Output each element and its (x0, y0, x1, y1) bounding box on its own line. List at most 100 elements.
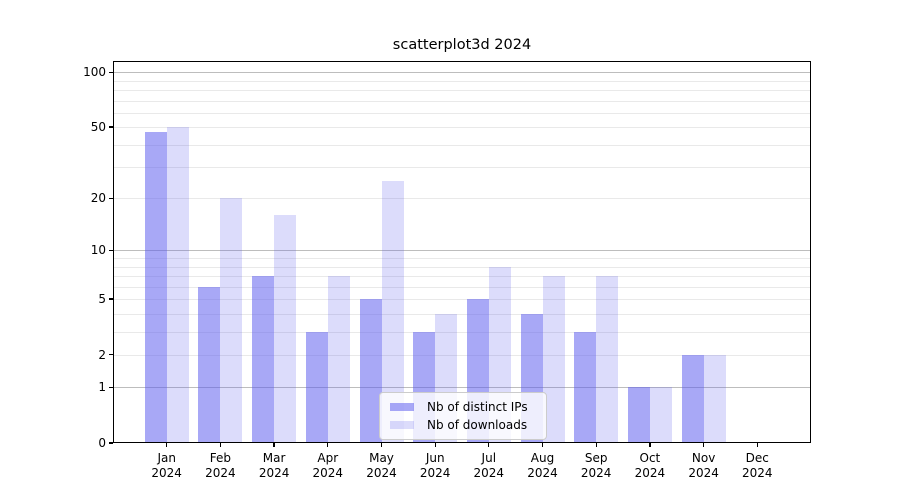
y-tick-label: 1 (98, 380, 106, 395)
x-tick-label: May 2024 (352, 451, 412, 481)
x-tick-label: Aug 2024 (513, 451, 573, 481)
y-tick-label: 10 (90, 243, 106, 258)
bar-distinct-ips (252, 275, 275, 443)
x-tick-month: Sep (584, 451, 608, 465)
x-tick-mark (541, 443, 544, 447)
x-tick-year: 2024 (258, 466, 290, 480)
y-tick-label: 0 (98, 436, 106, 450)
minor-gridline (113, 127, 811, 129)
x-tick-label: Dec 2024 (727, 451, 787, 481)
x-tick-year: 2024 (366, 466, 397, 480)
bar-distinct-ips (627, 387, 650, 443)
bar-downloads (542, 275, 565, 443)
y-tick-mark (109, 197, 113, 200)
minor-gridline (113, 331, 811, 333)
x-tick-label: Apr 2024 (298, 451, 358, 481)
y-tick-label: 5 (98, 292, 106, 307)
y-tick-label: 100 (83, 65, 106, 80)
x-tick-mark (327, 443, 329, 447)
minor-gridline (113, 167, 811, 169)
minor-gridline (113, 144, 811, 146)
bar-downloads (381, 181, 404, 443)
x-tick-label: Sep 2024 (566, 451, 626, 481)
x-tick-month: Jun (425, 451, 445, 465)
x-tick-label: Jan 2024 (137, 451, 197, 481)
major-gridline (113, 72, 811, 74)
minor-gridline (113, 313, 811, 315)
minor-gridline (113, 90, 811, 91)
x-tick-year: 2024 (312, 466, 344, 480)
minor-gridline (113, 354, 811, 356)
y-tick-label: 2 (98, 347, 106, 362)
minor-gridline (113, 286, 811, 288)
bar-downloads (703, 354, 726, 443)
x-tick-mark (488, 443, 490, 447)
major-gridline (113, 250, 811, 252)
y-tick-label: 50 (90, 120, 106, 135)
minor-gridline (113, 299, 811, 301)
x-tick-mark (219, 443, 222, 447)
legend-label: Nb of distinct IPs (427, 399, 528, 414)
legend-swatch (390, 421, 414, 430)
x-tick-month: Apr (317, 451, 339, 465)
x-tick-mark (702, 443, 705, 447)
x-tick-month: Nov (691, 451, 716, 465)
minor-gridline (113, 100, 811, 102)
bar-distinct-ips (144, 132, 167, 443)
x-tick-year: 2024 (580, 466, 612, 480)
major-gridline (113, 387, 811, 389)
x-tick-month: Jan (157, 451, 176, 465)
x-tick-year: 2024 (151, 466, 182, 480)
x-tick-month: Oct (639, 451, 661, 465)
legend-label: Nb of downloads (427, 418, 528, 433)
y-tick-mark (109, 442, 113, 444)
y-tick-mark (109, 386, 113, 388)
bar-distinct-ips (359, 299, 382, 443)
bar-downloads (649, 387, 672, 443)
x-tick-year: 2024 (688, 466, 719, 480)
x-tick-year: 2024 (205, 466, 236, 480)
y-tick-mark (109, 298, 113, 300)
bar-downloads (327, 275, 350, 443)
x-tick-mark (595, 443, 597, 447)
minor-gridline (113, 266, 811, 268)
x-tick-label: Mar 2024 (244, 451, 304, 481)
x-tick-year: 2024 (473, 466, 505, 480)
legend: Nb of distinct IPs Nb of downloads (379, 392, 547, 440)
y-tick-mark (109, 249, 113, 252)
x-tick-month: Aug (530, 451, 555, 465)
bar-distinct-ips (198, 286, 221, 443)
y-tick-mark (109, 71, 113, 73)
y-tick-mark (109, 354, 113, 356)
y-tick-mark (109, 126, 113, 128)
x-tick-month: Feb (209, 451, 232, 465)
bar-distinct-ips (681, 354, 704, 443)
x-tick-mark (380, 443, 383, 447)
legend-item: Nb of downloads (388, 418, 538, 432)
bar-downloads (220, 198, 243, 443)
minor-gridline (113, 112, 811, 114)
minor-gridline (113, 198, 811, 200)
x-tick-mark (649, 443, 651, 447)
x-tick-label: Jun 2024 (405, 451, 465, 481)
minor-gridline (113, 80, 811, 82)
x-tick-year: 2024 (634, 466, 666, 480)
x-tick-month: Mar (262, 451, 286, 465)
bar-distinct-ips (305, 331, 328, 443)
legend-item: Nb of distinct IPs (388, 400, 538, 414)
bar-distinct-ips (574, 331, 597, 443)
x-tick-mark (434, 443, 436, 447)
x-tick-label: Nov 2024 (674, 451, 734, 481)
x-tick-month: Jul (481, 451, 497, 465)
x-tick-year: 2024 (742, 466, 773, 480)
x-tick-year: 2024 (527, 466, 558, 480)
x-tick-mark (166, 443, 168, 447)
bar-downloads (596, 275, 619, 443)
x-tick-label: Jul 2024 (459, 451, 519, 481)
x-tick-month: May (369, 451, 394, 465)
x-tick-label: Feb 2024 (190, 451, 250, 481)
minor-gridline (113, 275, 811, 277)
bar-downloads (274, 215, 297, 443)
x-tick-mark (273, 443, 275, 447)
